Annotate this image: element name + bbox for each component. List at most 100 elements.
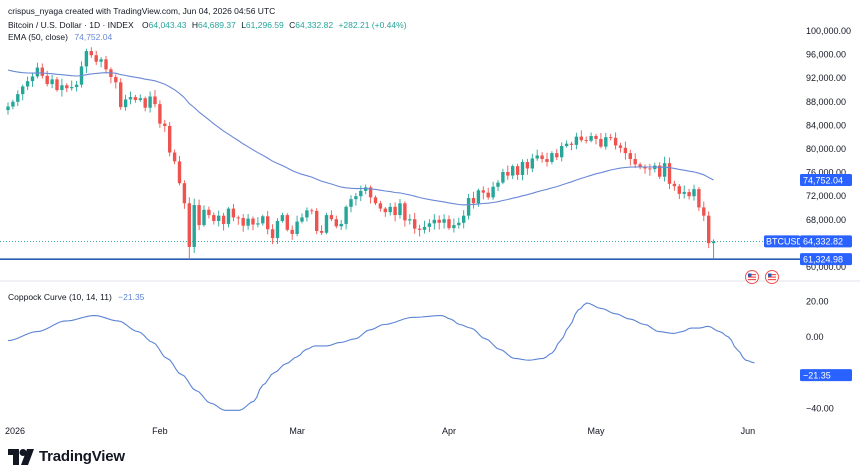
candle-body [319, 231, 324, 233]
candle-body [192, 205, 196, 247]
candle [373, 195, 378, 206]
candle-body [589, 136, 593, 141]
candle [545, 152, 549, 167]
candle [711, 239, 716, 260]
candle-body [702, 207, 706, 216]
tradingview-logo[interactable]: TradingView [8, 448, 125, 465]
candle-body [496, 182, 500, 187]
candle-body [491, 186, 495, 198]
candle [192, 198, 196, 253]
candle [109, 67, 113, 84]
candle [560, 142, 564, 162]
coppock-value-pill-text: −21.35 [803, 370, 831, 380]
candle [143, 96, 147, 112]
candle [251, 216, 255, 231]
candle-body [280, 215, 285, 221]
candle-body [344, 206, 348, 224]
ohlc-open: O64,043.43 [142, 20, 189, 30]
candle [138, 94, 142, 102]
price-labels-layer: 74,752.04 BTCUSD 64,332.82 61,324.98 −21.35 [764, 173, 852, 382]
candle [506, 165, 510, 180]
ohlc-low-label: L [241, 20, 246, 30]
ohlc-close-value: 64,332.82 [295, 20, 334, 30]
ema-label[interactable]: EMA (50, close) [8, 32, 68, 42]
candle-body [452, 225, 456, 229]
candle-body [393, 206, 397, 216]
candle [324, 212, 329, 235]
candle [648, 163, 652, 176]
candle [599, 132, 603, 149]
candle-body [329, 215, 334, 220]
symbol-title[interactable]: Bitcoin / U.S. Dollar · 1D · INDEX [8, 20, 134, 30]
candle-body [672, 183, 677, 187]
candle-body [207, 209, 211, 216]
candle-body [466, 197, 471, 216]
candle [491, 181, 495, 200]
flag-stripe-2 [768, 276, 776, 278]
candle [569, 141, 574, 151]
flag-stripe-2 [748, 276, 756, 278]
candle-body [40, 67, 44, 76]
candle [212, 212, 216, 225]
candle [393, 202, 397, 222]
candle-body [506, 172, 510, 176]
candle-body [515, 166, 520, 175]
ohlc-open-value: 64,043.43 [148, 20, 187, 30]
candle [79, 61, 84, 88]
candle-body [623, 147, 628, 154]
candle [525, 158, 530, 175]
candle-body [692, 189, 696, 197]
candle-body [437, 219, 441, 223]
candle [471, 191, 476, 209]
time-axis[interactable]: 2026 Feb Mar Apr May Jun [5, 426, 755, 436]
candle [329, 210, 334, 222]
price-tick-label-7: 72,000.00 [806, 191, 846, 201]
candle-body [584, 140, 588, 142]
candle-body [555, 153, 559, 158]
btcusd-price-pill-text: 64,332.82 [803, 237, 843, 247]
candle [692, 184, 696, 201]
candle [70, 80, 74, 91]
flag-stripe-1 [748, 274, 756, 276]
ohlc-open-label: O [142, 20, 149, 30]
candle-body [564, 143, 569, 147]
candle-body [114, 77, 118, 83]
candle-body [540, 155, 544, 160]
candle-body [417, 228, 422, 230]
candle-body [226, 208, 231, 224]
candle [202, 205, 206, 227]
candle-body [99, 59, 103, 62]
candle [285, 213, 289, 232]
candle-body [349, 199, 353, 207]
candle-body [594, 136, 598, 139]
candle [231, 204, 236, 222]
price-tick-label-2: 92,000.00 [806, 73, 846, 83]
candle [217, 210, 221, 227]
candle [501, 168, 505, 185]
candle [658, 162, 662, 180]
candle [677, 183, 681, 200]
candle [604, 132, 608, 150]
candle-body [677, 186, 681, 194]
candle [574, 132, 579, 150]
candle [383, 206, 387, 217]
candle [427, 219, 432, 233]
price-axis[interactable]: 100,000.00 96,000.00 92,000.00 88,000.00 84,… [806, 26, 851, 413]
candle-body [172, 152, 177, 162]
candle [270, 224, 275, 245]
candle-body [168, 125, 172, 153]
flag-canton [748, 273, 752, 277]
candle-body [413, 219, 417, 229]
candle [334, 215, 338, 229]
time-tick-label-0: 2026 [5, 426, 25, 436]
candle [275, 218, 280, 244]
support-line-price-pill: 61,324.98 [800, 253, 852, 266]
coppock-value-pill-bg [800, 369, 852, 382]
candle [114, 74, 118, 89]
candle-body [530, 158, 534, 169]
candle [408, 214, 412, 225]
coppock-label[interactable]: Coppock Curve (10, 14, 11) [8, 292, 112, 302]
candle [447, 215, 451, 230]
candle [99, 57, 103, 68]
